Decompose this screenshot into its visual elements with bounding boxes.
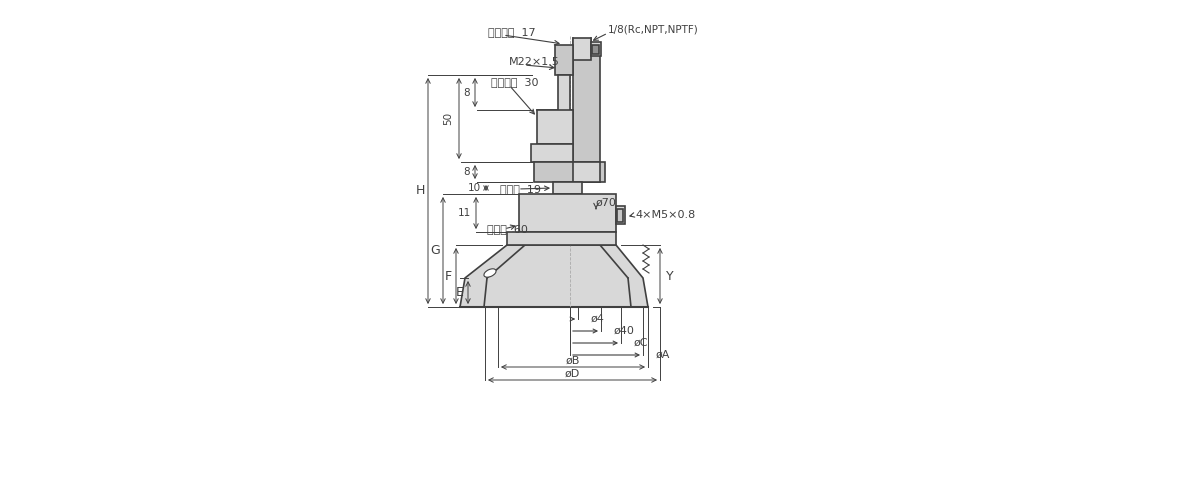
Text: 六角対辺  17: 六角対辺 17 [488, 27, 536, 37]
Text: E: E [456, 286, 464, 299]
Text: G: G [430, 244, 440, 257]
Text: ø4: ø4 [591, 314, 605, 324]
Bar [616, 206, 625, 224]
Bar [617, 209, 623, 222]
Text: øC: øC [634, 338, 648, 348]
Text: 1/8(Rc,NPT,NPTF): 1/8(Rc,NPT,NPTF) [609, 25, 698, 35]
Text: F: F [444, 270, 452, 282]
Bar [591, 42, 601, 56]
Text: M22×1.5: M22×1.5 [509, 57, 559, 67]
Ellipse shape [484, 269, 496, 277]
Bar [555, 45, 573, 75]
Text: 二面幅  19: 二面幅 19 [500, 184, 541, 194]
Text: H: H [416, 184, 424, 198]
Bar [573, 162, 600, 182]
Text: 二面幅  60: 二面幅 60 [488, 224, 528, 234]
Bar [507, 232, 616, 245]
Bar [537, 110, 573, 144]
Bar [573, 45, 600, 182]
Bar [592, 45, 599, 54]
Text: 11: 11 [458, 208, 471, 218]
Text: 六角対辺  30: 六角対辺 30 [491, 77, 538, 87]
Polygon shape [460, 245, 648, 307]
Bar [531, 144, 573, 162]
Text: 4×M5×0.8: 4×M5×0.8 [635, 210, 695, 220]
Bar [519, 194, 616, 232]
Text: ø70: ø70 [595, 198, 617, 208]
Text: ø40: ø40 [615, 326, 635, 336]
Bar [553, 182, 582, 194]
Bar [573, 38, 591, 60]
Text: 8: 8 [464, 88, 470, 98]
Bar [558, 75, 570, 163]
Text: 10: 10 [468, 183, 482, 193]
Text: 8: 8 [464, 167, 470, 177]
Text: øB: øB [565, 356, 580, 366]
Bar [534, 162, 605, 182]
Text: øA: øA [657, 350, 671, 360]
Text: øD: øD [565, 369, 580, 379]
Text: Y: Y [666, 270, 673, 282]
Text: 50: 50 [443, 112, 453, 125]
